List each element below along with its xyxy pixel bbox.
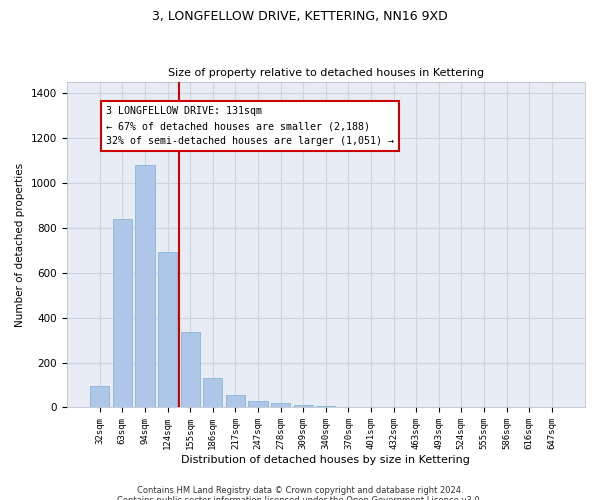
Text: 3, LONGFELLOW DRIVE, KETTERING, NN16 9XD: 3, LONGFELLOW DRIVE, KETTERING, NN16 9XD — [152, 10, 448, 23]
Bar — [203, 378, 223, 408]
Title: Size of property relative to detached houses in Kettering: Size of property relative to detached ho… — [168, 68, 484, 78]
Text: Contains HM Land Registry data © Crown copyright and database right 2024.: Contains HM Land Registry data © Crown c… — [137, 486, 463, 495]
Bar — [136, 164, 155, 408]
Text: Contains public sector information licensed under the Open Government Licence v3: Contains public sector information licen… — [118, 496, 482, 500]
Bar — [316, 406, 335, 408]
X-axis label: Distribution of detached houses by size in Kettering: Distribution of detached houses by size … — [181, 455, 470, 465]
Bar — [226, 395, 245, 407]
Bar — [158, 252, 177, 408]
Bar — [90, 386, 109, 407]
Bar — [271, 403, 290, 407]
Bar — [181, 332, 200, 407]
Y-axis label: Number of detached properties: Number of detached properties — [15, 162, 25, 326]
Bar — [293, 405, 313, 407]
Bar — [248, 400, 268, 407]
Text: 3 LONGFELLOW DRIVE: 131sqm
← 67% of detached houses are smaller (2,188)
32% of s: 3 LONGFELLOW DRIVE: 131sqm ← 67% of deta… — [106, 106, 394, 146]
Bar — [113, 218, 132, 408]
